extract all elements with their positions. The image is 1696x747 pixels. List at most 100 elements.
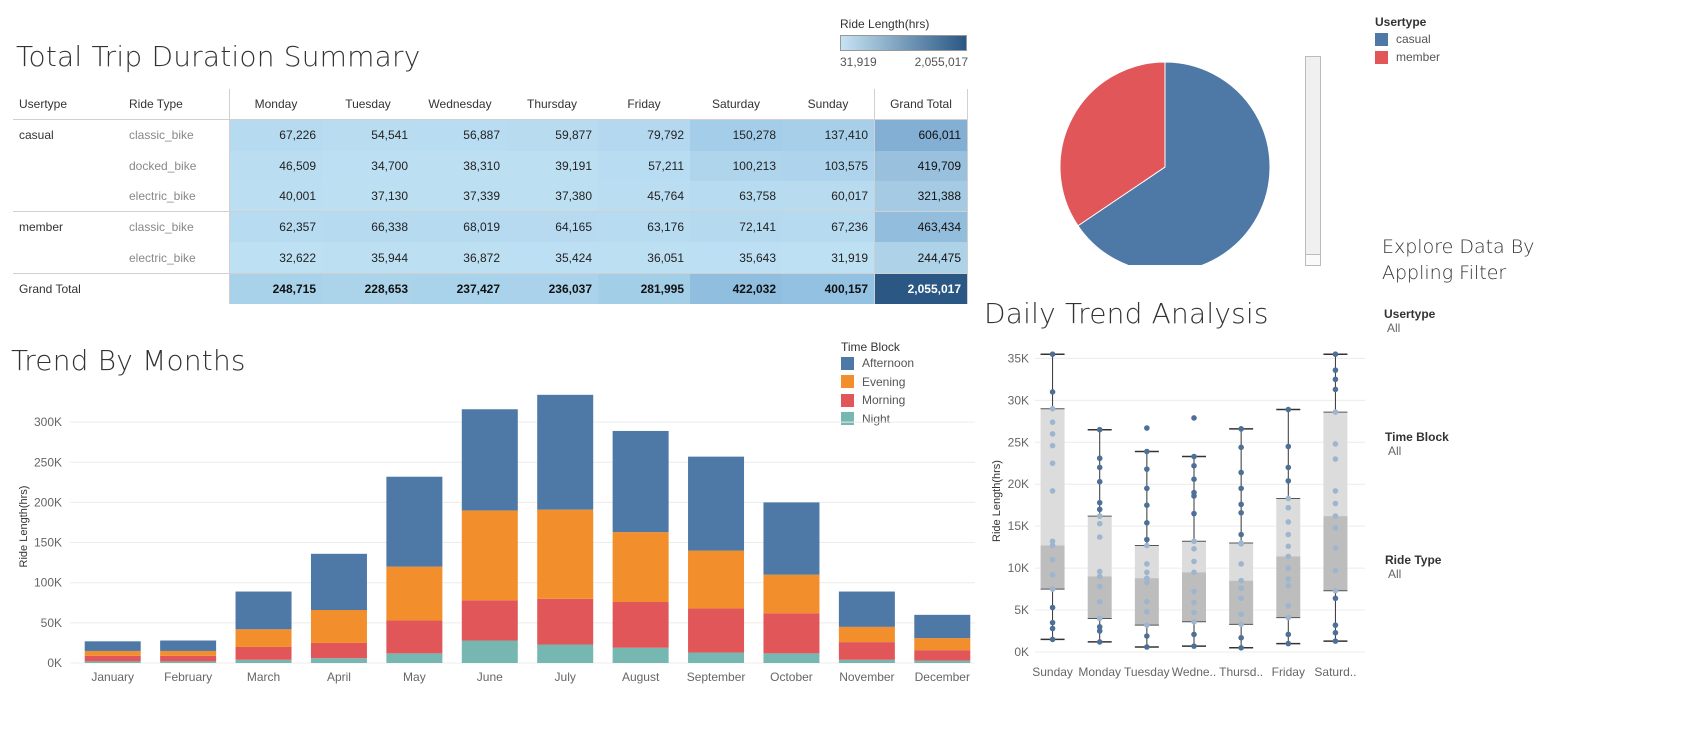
value-cell[interactable]: 62,357 [229,211,322,243]
data-point [1049,542,1056,549]
value-cell[interactable]: 100,213 [690,150,782,181]
usertype-cell[interactable]: member [13,211,123,243]
ride-type-cell[interactable]: docked_bike [123,150,230,181]
row-total-cell[interactable]: 606,011 [874,119,968,151]
legend-item-morning[interactable]: Morning [841,391,914,410]
value-cell[interactable]: 46,509 [229,150,322,181]
grand-total-cell[interactable]: 422,032 [690,272,782,305]
value-cell[interactable]: 37,339 [414,180,506,212]
header-friday[interactable]: Friday [598,89,690,121]
grand-total-cell[interactable]: 236,037 [506,272,598,305]
header-saturday[interactable]: Saturday [690,89,782,121]
header-thursday[interactable]: Thursday [506,89,598,121]
value-cell[interactable]: 64,165 [506,211,598,243]
data-point [1191,415,1197,421]
grand-total-cell[interactable]: 237,427 [414,272,506,305]
header-monday[interactable]: Monday [229,89,322,121]
x-tick-label: Sunday [1032,665,1073,679]
ride-type-cell[interactable]: electric_bike [123,242,230,274]
value-cell[interactable]: 68,019 [414,211,506,243]
filter-usertype[interactable]: Usertype All [1384,307,1435,335]
table-row: casual classic_bike 67,226 54,541 56,887 59,8… [13,119,968,151]
grand-total-cell[interactable]: 400,157 [782,272,875,305]
value-cell[interactable]: 63,758 [690,180,782,212]
value-cell[interactable]: 35,643 [690,242,782,274]
usertype-cell[interactable] [13,151,123,181]
grand-total-cell[interactable]: 228,653 [322,272,414,305]
overall-total-cell[interactable]: 2,055,017 [874,272,968,305]
value-cell[interactable]: 66,338 [322,211,414,243]
value-cell[interactable]: 67,226 [229,119,322,151]
row-total-cell[interactable]: 244,475 [874,242,968,274]
value-cell[interactable]: 36,051 [598,242,690,274]
data-point [1332,376,1339,383]
value-cell[interactable]: 67,236 [782,211,875,243]
usertype-cell[interactable]: casual [19,128,54,143]
header-tuesday[interactable]: Tuesday [322,89,414,121]
data-point [1191,643,1197,649]
header-grand-total[interactable]: Grand Total [874,89,968,121]
y-tick-label: 35K [1008,351,1029,365]
filter-ride-type-value[interactable]: All [1388,567,1402,581]
filter-time-block-value[interactable]: All [1388,444,1402,458]
header-sunday[interactable]: Sunday [782,89,875,121]
scrollbar-thumb[interactable] [1306,254,1320,265]
row-total-cell[interactable]: 463,434 [874,211,968,243]
data-point [1191,599,1197,606]
legend-item-evening[interactable]: Evening [841,373,914,392]
grand-total-cell[interactable]: 281,995 [598,272,690,305]
value-cell[interactable]: 31,919 [782,242,875,274]
legend-item-casual[interactable]: casual [1375,29,1440,49]
header-ride-type[interactable]: Ride Type [123,89,230,121]
data-point [1049,625,1056,632]
filter-time-block[interactable]: Time Block All [1385,430,1449,458]
value-cell[interactable]: 39,191 [506,150,598,181]
value-cell[interactable]: 57,211 [598,150,690,181]
value-cell[interactable]: 45,764 [598,180,690,212]
value-cell[interactable]: 37,130 [322,180,414,212]
value-cell[interactable]: 60,017 [782,180,875,212]
color-legend-max: 2,055,017 [914,55,968,69]
value-cell[interactable]: 137,410 [782,119,875,151]
usertype-cell[interactable] [13,242,123,273]
data-point [1238,577,1244,584]
ride-type-cell[interactable]: electric_bike [123,180,230,212]
explore-title: Explore Data By Appling Filter [1382,234,1534,286]
value-cell[interactable]: 103,575 [782,150,875,181]
legend-item-member[interactable]: member [1375,47,1440,67]
row-total-cell[interactable]: 419,709 [874,150,968,181]
value-cell[interactable]: 150,278 [690,119,782,151]
value-cell[interactable]: 35,944 [322,242,414,274]
value-cell[interactable]: 36,872 [414,242,506,274]
value-cell[interactable]: 59,877 [506,119,598,151]
table-row: member classic_bike 62,357 66,338 68,019 64,1… [13,211,968,243]
value-cell[interactable]: 79,792 [598,119,690,151]
filter-usertype-value[interactable]: All [1387,321,1401,335]
bar-segment-morning [310,642,367,659]
data-point [1285,582,1292,589]
value-cell[interactable]: 35,424 [506,242,598,274]
data-point [1285,553,1292,560]
value-cell[interactable]: 34,700 [322,150,414,181]
ride-type-cell[interactable]: classic_bike [123,211,230,243]
legend-item-afternoon[interactable]: Afternoon [841,354,914,373]
value-cell[interactable]: 54,541 [322,119,414,151]
value-cell[interactable]: 56,887 [414,119,506,151]
grand-total-cell[interactable]: 248,715 [229,272,322,305]
value-cell[interactable]: 63,176 [598,211,690,243]
value-cell[interactable]: 38,310 [414,150,506,181]
header-wednesday[interactable]: Wednesday [414,89,506,121]
header-usertype[interactable]: Usertype [13,89,123,121]
value-cell[interactable]: 32,622 [229,242,322,274]
row-total-cell[interactable]: 321,388 [874,180,968,212]
scrollbar[interactable] [1305,56,1321,266]
bar-segment-morning [461,600,518,641]
value-cell[interactable]: 37,380 [506,180,598,212]
value-cell[interactable]: 40,001 [229,180,322,212]
x-tick-label: Wedne.. [1172,665,1216,679]
bar-segment-evening [461,510,518,601]
ride-type-cell[interactable]: classic_bike [123,119,230,151]
usertype-cell[interactable] [13,181,123,212]
filter-ride-type[interactable]: Ride Type All [1385,553,1441,581]
value-cell[interactable]: 72,141 [690,211,782,243]
